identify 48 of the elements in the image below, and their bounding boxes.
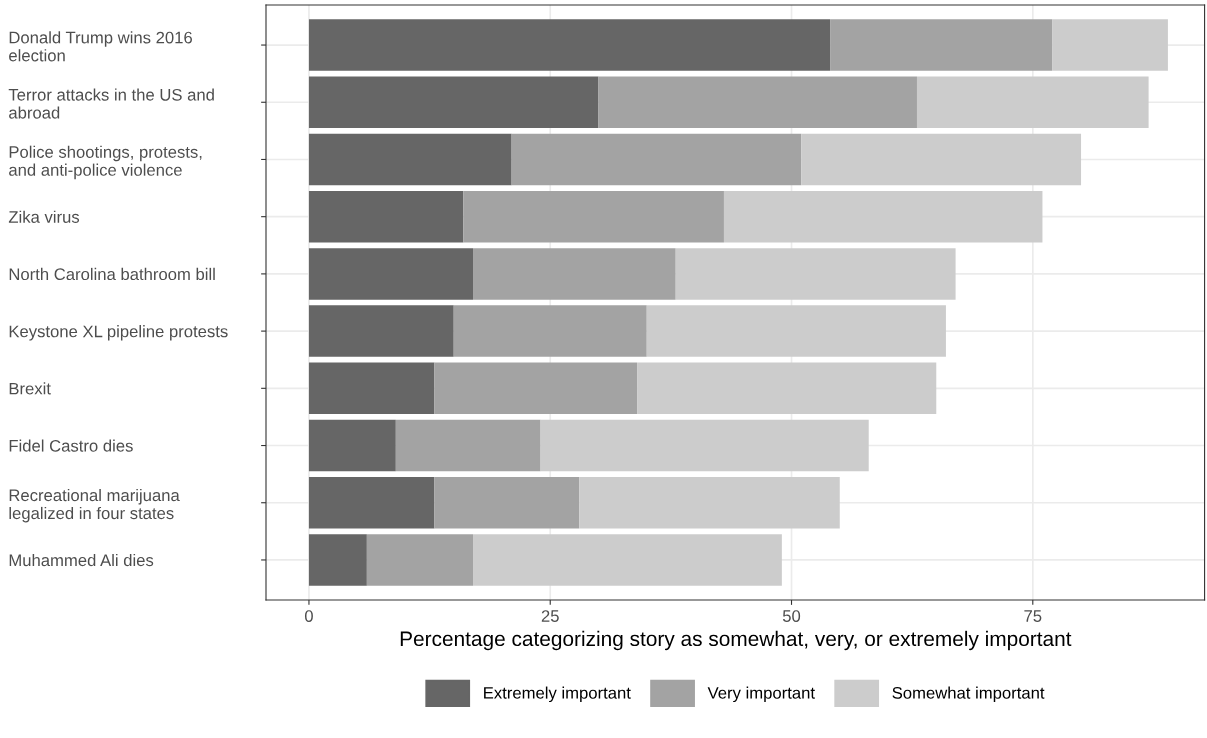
bar <box>579 477 840 529</box>
x-tick-label: 25 <box>541 610 559 622</box>
bar <box>434 477 580 529</box>
bar <box>916 76 1149 128</box>
bar <box>473 248 676 300</box>
bar <box>453 305 647 357</box>
bar <box>646 305 946 357</box>
x-axis-title: Percentage categorizing story as somewhat, very, or extremely important <box>400 630 1072 651</box>
bar <box>366 534 474 586</box>
bar <box>723 190 1043 243</box>
bar <box>308 19 831 71</box>
y-tick-label: Recreational marijuana legalized in four states <box>9 488 180 523</box>
y-tick-label: North Carolina bathroom bill <box>9 267 215 281</box>
bar <box>308 76 599 128</box>
y-tick-label: Fidel Castro dies <box>9 439 133 452</box>
bar <box>308 419 396 472</box>
y-tick-label: Donald Trump wins 2016 election <box>9 31 192 62</box>
x-tick-label: 75 <box>1024 610 1042 622</box>
legend-label: Very important <box>707 686 815 703</box>
bar <box>434 362 638 415</box>
bar <box>308 190 464 243</box>
bar <box>308 133 512 186</box>
bar <box>675 248 956 300</box>
legend-label: Extremely important <box>484 686 631 703</box>
y-tick-label: Muhammed Ali dies <box>9 553 154 567</box>
bar <box>308 248 474 300</box>
bar <box>473 534 782 586</box>
bar <box>801 133 1082 186</box>
y-tick-label: Keystone XL pipeline protests <box>9 325 228 341</box>
legend-label: Somewhat important <box>892 686 1045 703</box>
bar <box>308 305 454 357</box>
y-tick-label: Zika virus <box>8 210 80 223</box>
bar <box>308 534 367 586</box>
bar <box>1052 19 1168 71</box>
x-tick-label: 50 <box>782 610 801 622</box>
y-tick-label: Brexit <box>9 382 51 395</box>
bar <box>637 362 937 415</box>
x-tick-label: 0 <box>304 610 313 622</box>
bar <box>395 419 541 472</box>
bar <box>463 190 724 243</box>
bar <box>511 133 802 186</box>
bar <box>540 419 869 472</box>
bar <box>830 19 1053 71</box>
bar <box>308 477 435 529</box>
y-tick-label: Police shootings, protests, and anti-police violence <box>9 145 202 180</box>
y-tick-label: Terror attacks in the US and abroad <box>8 88 214 119</box>
bar <box>308 362 435 415</box>
bar <box>598 76 917 128</box>
